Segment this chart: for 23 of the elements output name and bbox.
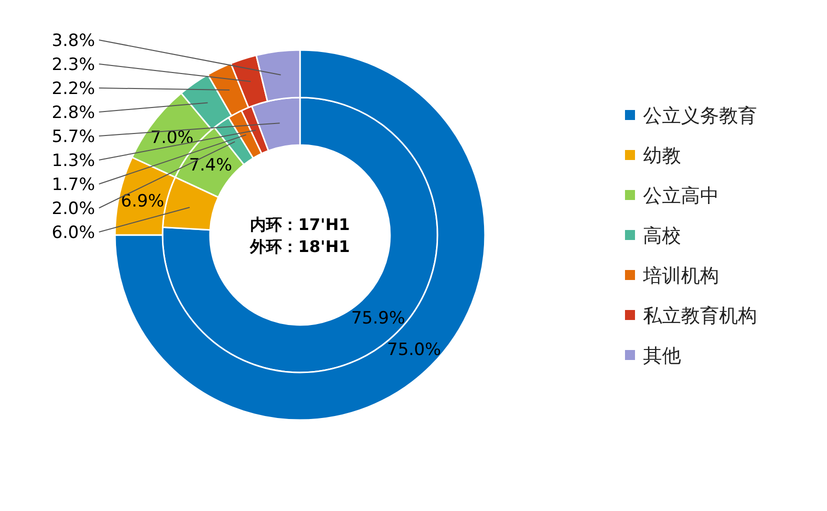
data-label: 6.0% bbox=[52, 223, 95, 243]
legend-label: 高校 bbox=[643, 225, 681, 247]
data-label: 75.9% bbox=[351, 308, 406, 329]
data-label: 2.3% bbox=[52, 55, 95, 75]
data-label: 2.8% bbox=[52, 103, 95, 123]
text: 内环：17'H1 bbox=[250, 215, 350, 234]
data-label: 1.3% bbox=[52, 151, 95, 171]
legend-label: 公立义务教育 bbox=[643, 105, 757, 127]
data-label: 2.0% bbox=[52, 199, 95, 219]
legend-label: 公立高中 bbox=[643, 185, 719, 207]
data-label: 3.8% bbox=[52, 31, 95, 51]
legend-label: 其他 bbox=[643, 345, 681, 367]
data-label: 1.7% bbox=[52, 175, 95, 195]
data-label: 7.0% bbox=[150, 128, 194, 148]
data-label: 2.2% bbox=[52, 79, 95, 99]
data-label: 7.4% bbox=[188, 156, 232, 176]
data-label: 75.0% bbox=[387, 340, 442, 360]
legend-label: 培训机构 bbox=[642, 265, 719, 287]
legend-label: 私立教育机构 bbox=[643, 305, 757, 327]
legend-label: 幼教 bbox=[643, 145, 681, 167]
data-label: 6.9% bbox=[120, 191, 164, 212]
data-label: 5.7% bbox=[52, 127, 95, 147]
text: 外环：18'H1 bbox=[249, 237, 350, 256]
